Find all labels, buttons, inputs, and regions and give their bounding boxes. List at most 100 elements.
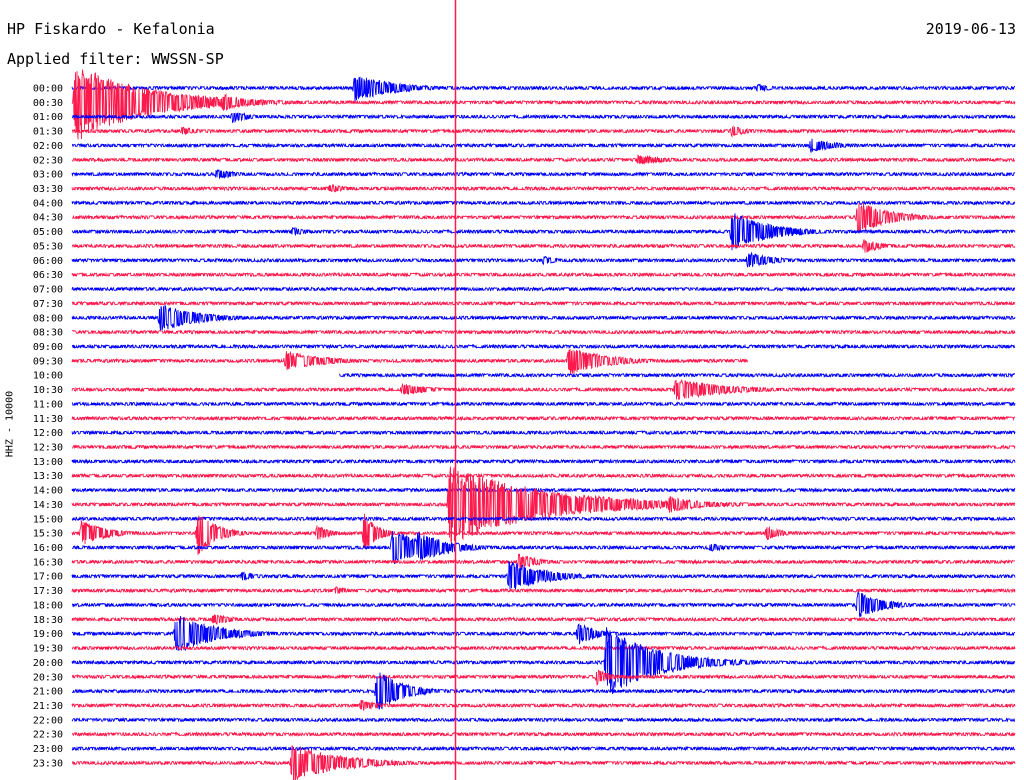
trace-line <box>71 183 1016 193</box>
filter-label: Applied filter: WWSSN-SP <box>7 50 224 68</box>
tick-label: 07:00 <box>33 285 63 296</box>
trace-line <box>71 239 1016 254</box>
trace-line <box>72 672 1015 710</box>
tick-label: 18:00 <box>33 600 63 611</box>
tick-label: 12:30 <box>33 443 63 454</box>
trace-line <box>71 112 1016 124</box>
trace-line <box>71 669 1016 686</box>
tick-label: 04:30 <box>33 213 63 224</box>
trace-line <box>339 372 1016 379</box>
trace-line <box>71 379 1016 401</box>
trace-line <box>71 169 1016 179</box>
tick-label: 01:00 <box>33 112 63 123</box>
tick-label: 09:30 <box>33 356 63 367</box>
tick-label: 04:00 <box>33 198 63 209</box>
tick-label: 10:00 <box>33 371 63 382</box>
tick-label: 11:00 <box>33 399 63 410</box>
tick-label-group: 00:00 00:30 01:00 01:30 02:00 02:30 03:00 03:30… <box>33 84 63 770</box>
trace-line <box>72 591 1016 618</box>
trace-line <box>71 444 1016 450</box>
tick-label: 16:00 <box>33 543 63 554</box>
trace-line <box>71 745 1016 780</box>
tick-label: 19:30 <box>33 644 63 655</box>
trace-line <box>71 199 1016 206</box>
trace-line <box>71 69 1016 140</box>
trace-line <box>71 138 1016 154</box>
tick-label: 21:00 <box>33 687 63 698</box>
trace-line <box>71 202 1015 234</box>
trace-line <box>71 553 1016 570</box>
tick-label: 17:00 <box>33 572 63 583</box>
trace-line <box>71 400 1016 407</box>
trace-line <box>71 251 1016 268</box>
trace-line <box>71 466 1016 543</box>
tick-label: 17:30 <box>33 586 63 597</box>
tick-label: 07:30 <box>33 299 63 310</box>
tick-label: 19:00 <box>33 629 63 640</box>
trace-line <box>71 304 1016 331</box>
tick-label: 22:30 <box>33 730 63 741</box>
tick-label: 05:30 <box>33 241 63 252</box>
tick-label: 13:00 <box>33 457 63 468</box>
trace-line <box>71 586 1016 595</box>
trace-line <box>71 614 1015 625</box>
tick-label: 03:00 <box>33 170 63 181</box>
trace-line <box>71 429 1016 436</box>
trace-line <box>71 699 1016 712</box>
tick-label: 02:30 <box>33 155 63 166</box>
station-title: HP Fiskardo - Kefalonia <box>7 20 215 38</box>
trace-group <box>71 69 1016 780</box>
tick-label: 08:30 <box>33 328 63 339</box>
tick-label: 05:00 <box>33 227 63 238</box>
tick-label: 21:30 <box>33 701 63 712</box>
tick-label: 06:00 <box>33 256 63 267</box>
trace-line <box>71 76 1016 102</box>
tick-label: 18:30 <box>33 615 63 626</box>
tick-label: 10:30 <box>33 385 63 396</box>
trace-line <box>71 515 1016 522</box>
trace-line <box>71 731 1016 738</box>
tick-label: 14:00 <box>33 486 63 497</box>
trace-line <box>71 531 1016 565</box>
trace-line <box>71 348 748 375</box>
trace-line <box>71 716 1015 723</box>
trace-line <box>71 513 1016 555</box>
tick-label: 12:00 <box>33 428 63 439</box>
trace-line <box>71 329 1016 336</box>
tick-label: 00:30 <box>33 98 63 109</box>
tick-label: 14:30 <box>33 500 63 511</box>
trace-line <box>71 300 1016 307</box>
tick-label: 15:00 <box>33 514 63 525</box>
tick-label: 20:30 <box>33 672 63 683</box>
tick-label: 11:30 <box>33 414 63 425</box>
trace-line <box>71 271 1016 278</box>
trace-line <box>71 472 1015 479</box>
record-date: 2019-06-13 <box>925 20 1016 38</box>
tick-label: 23:30 <box>33 758 63 769</box>
trace-line <box>71 213 1016 251</box>
tick-label: 20:00 <box>33 658 63 669</box>
trace-line <box>71 458 1016 465</box>
tick-label: 09:00 <box>33 342 63 353</box>
tick-label: 02:00 <box>33 141 63 152</box>
trace-line <box>71 615 1015 651</box>
trace-line <box>71 415 1016 422</box>
trace-line <box>71 286 1015 292</box>
tick-label: 13:30 <box>33 471 63 482</box>
tick-label: 03:30 <box>33 184 63 195</box>
trace-line <box>71 627 1016 694</box>
trace-line <box>71 124 1016 138</box>
trace-line <box>71 343 1016 350</box>
tick-label: 06:30 <box>33 270 63 281</box>
trace-line <box>71 645 1016 651</box>
tick-label: 22:00 <box>33 715 63 726</box>
tick-label: 00:00 <box>33 84 63 95</box>
tick-label: 23:00 <box>33 744 63 755</box>
trace-line <box>71 154 1016 165</box>
tick-label: 15:30 <box>33 529 63 540</box>
trace-line <box>71 745 1016 752</box>
tick-label: 01:30 <box>33 127 63 138</box>
tick-label: 16:30 <box>33 557 63 568</box>
tick-label: 08:00 <box>33 313 63 324</box>
